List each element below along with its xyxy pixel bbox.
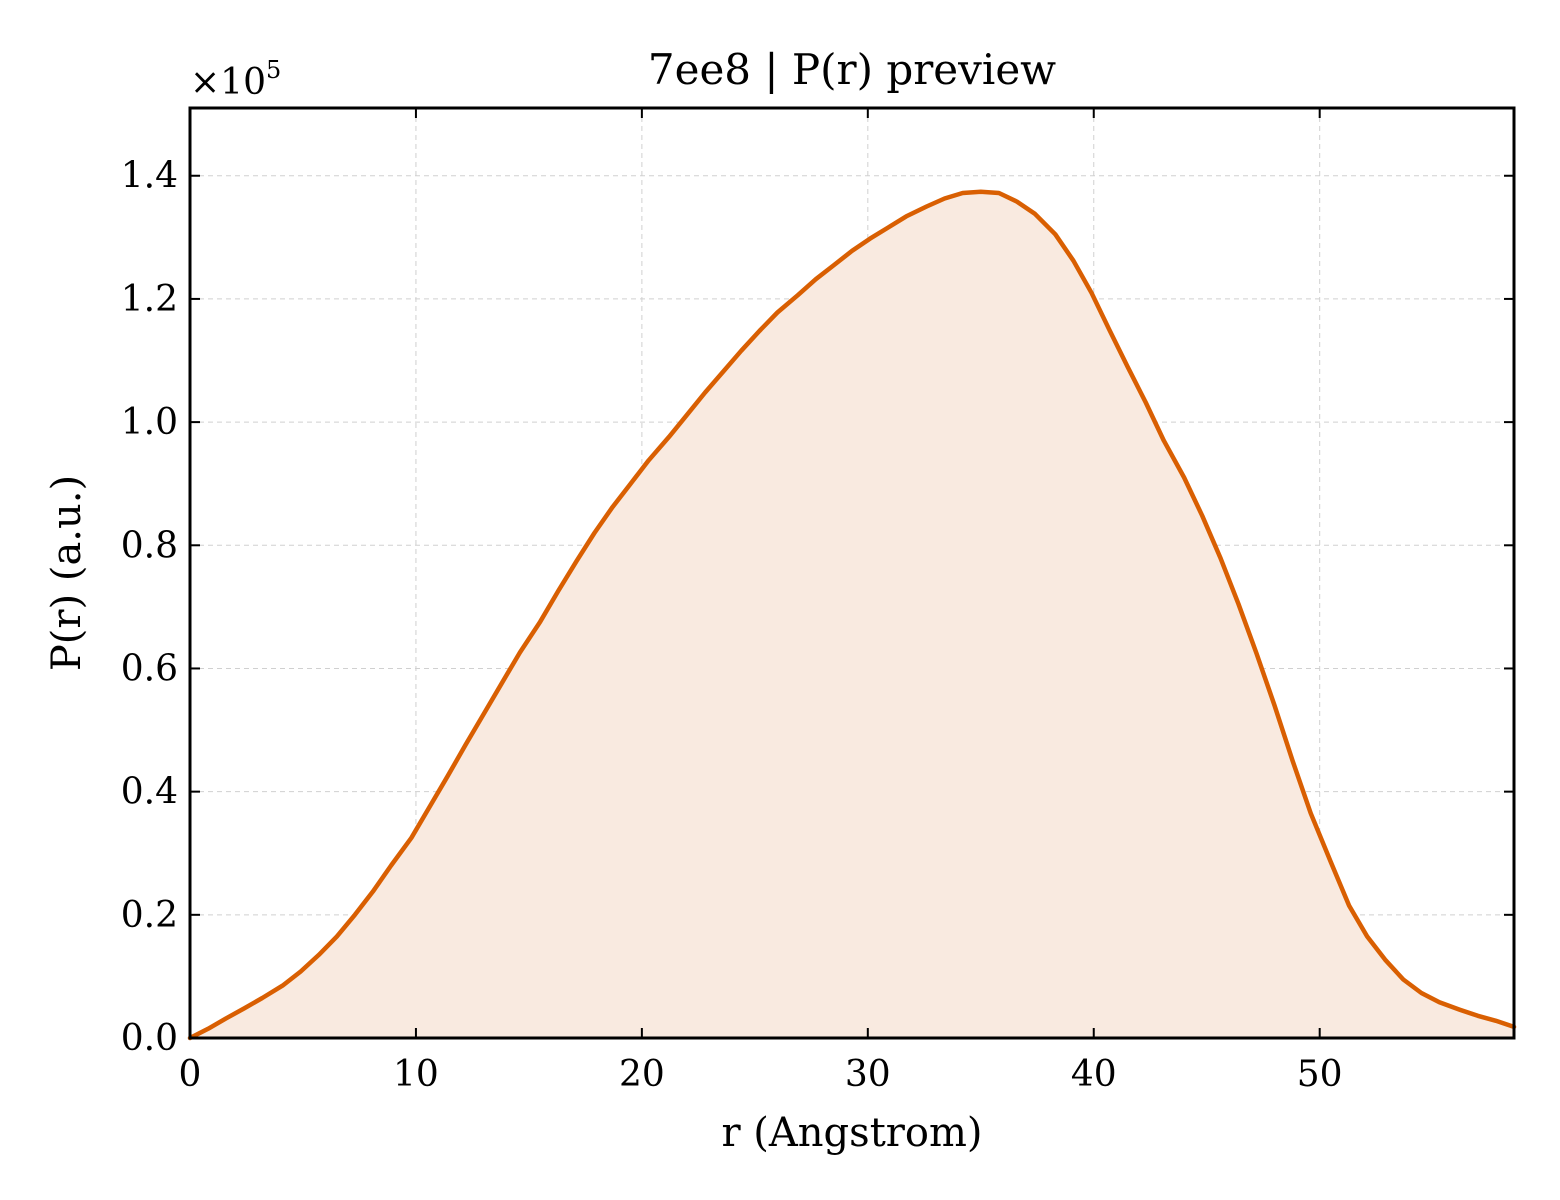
y-tick-label: 0.2 bbox=[121, 895, 178, 936]
ticks: 0 10 20 30 40 50 0.0 0.2 0.4 0.6 0.8 1.0 1.2 1.4 bbox=[121, 108, 1514, 1095]
x-tick-label: 0 bbox=[179, 1054, 202, 1095]
y-tick-label: 1.2 bbox=[121, 279, 178, 320]
y-axis-multiplier-exponent: 5 bbox=[266, 56, 281, 84]
y-tick-label: 0.4 bbox=[121, 772, 178, 813]
x-tick-label: 20 bbox=[619, 1054, 665, 1095]
pr-series-line bbox=[187, 189, 1517, 1041]
plot-frame bbox=[188, 106, 1516, 1040]
x-tick-label: 40 bbox=[1071, 1054, 1117, 1095]
x-tick-label: 50 bbox=[1297, 1054, 1343, 1095]
x-tick-label: 10 bbox=[393, 1054, 439, 1095]
y-tick-label: 0.6 bbox=[121, 648, 178, 689]
pr-area-fill bbox=[190, 191, 1514, 1039]
y-axis-multiplier-prefix: ×10 bbox=[190, 62, 266, 103]
y-axis-title: P(r) (a.u.) bbox=[44, 475, 90, 671]
y-tick-label: 0.8 bbox=[121, 525, 178, 566]
y-tick-label: 1.4 bbox=[121, 156, 178, 197]
y-tick-label: 0.0 bbox=[121, 1018, 178, 1059]
chart-title: 7ee8 | P(r) preview bbox=[648, 45, 1056, 94]
x-axis-title: r (Angstrom) bbox=[721, 1110, 982, 1156]
y-axis-multiplier: ×105 bbox=[190, 56, 281, 103]
y-tick-label: 1.0 bbox=[121, 402, 178, 443]
x-tick-label: 30 bbox=[845, 1054, 891, 1095]
